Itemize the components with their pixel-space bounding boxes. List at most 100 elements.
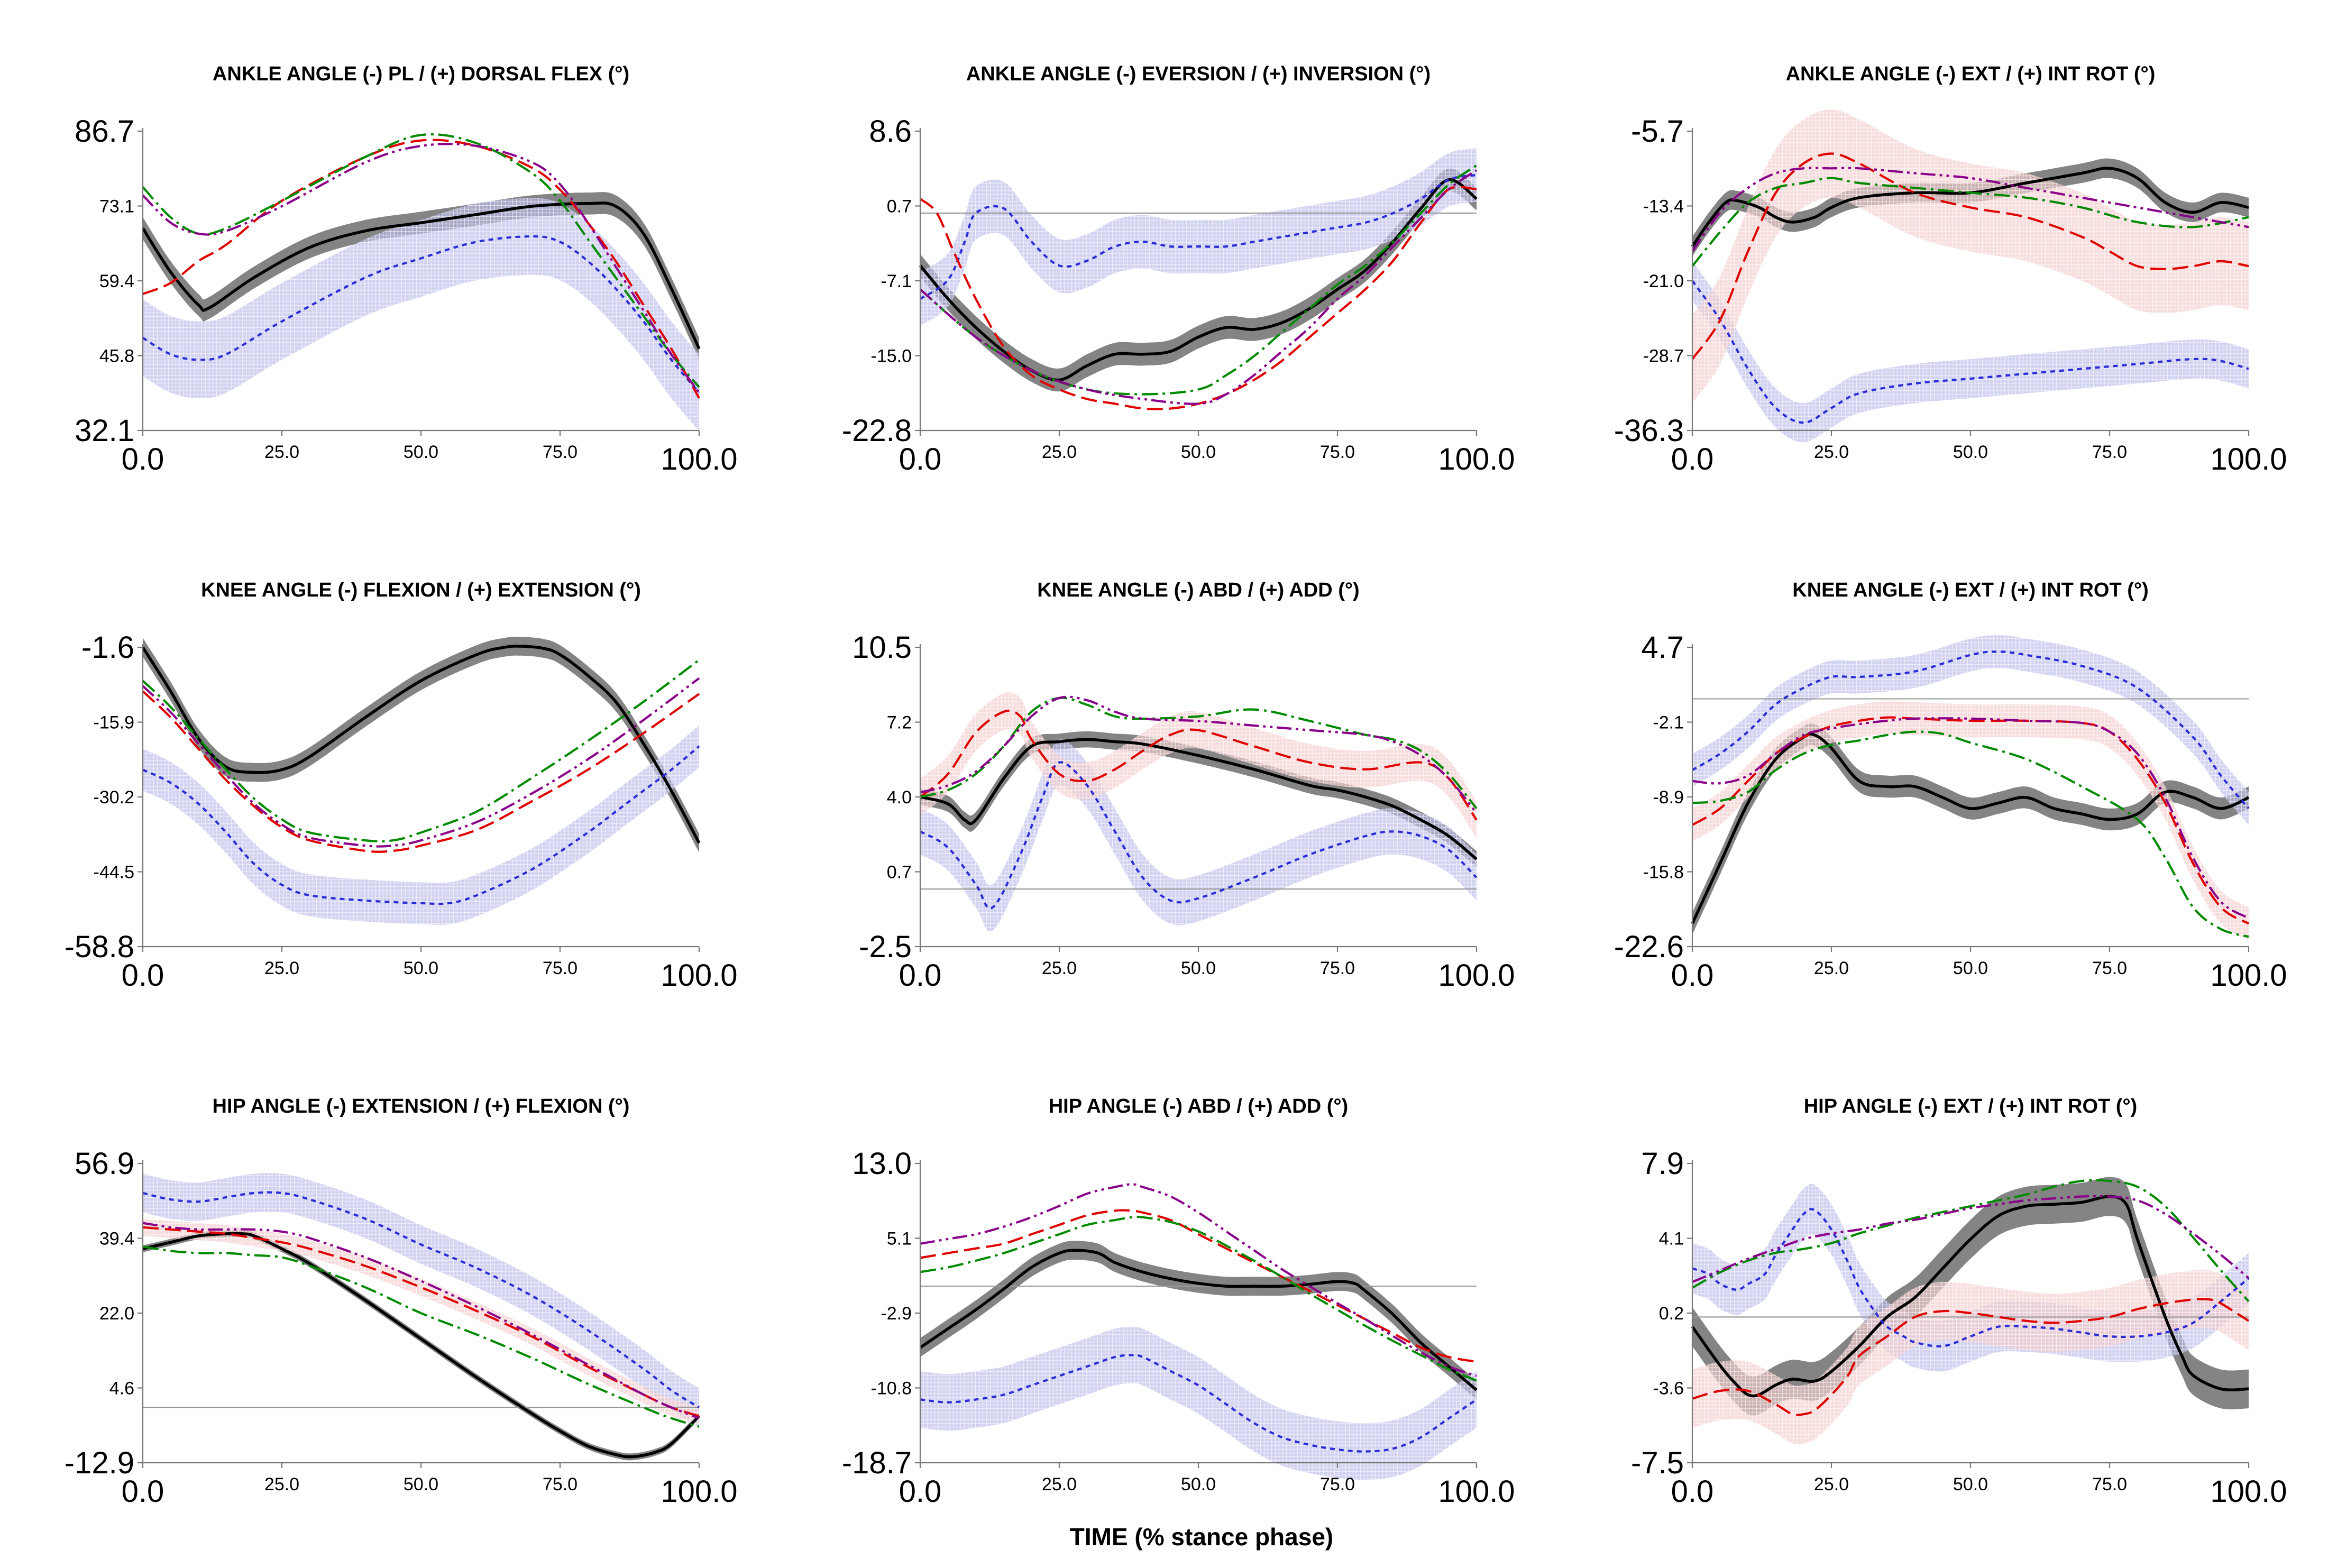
plot-area [919, 148, 1478, 410]
series-line-blue [1692, 1208, 2250, 1347]
plot-area [1691, 109, 2249, 443]
error-band-black [920, 168, 1477, 392]
chart-panel: ANKLE ANGLE (-) EVERSION / (+) INVERSION… [842, 63, 1515, 476]
x-tick-label: 25.0 [264, 1474, 299, 1494]
x-tick-label: 50.0 [1181, 442, 1216, 462]
y-tick-label: -2.9 [881, 1304, 912, 1324]
y-tick-label: 0.7 [887, 863, 912, 883]
series-line-black [919, 1249, 1478, 1391]
chart-panel: ANKLE ANGLE (-) PL / (+) DORSAL FLEX (°)… [75, 63, 737, 476]
series-line-green [142, 1245, 700, 1428]
x-tick-label: 100.0 [661, 1474, 737, 1509]
chart-title: KNEE ANGLE (-) FLEXION / (+) EXTENSION (… [201, 579, 641, 601]
y-tick-label: 73.1 [99, 197, 134, 217]
error-band-hatch-blue [143, 1173, 699, 1427]
plot-area [919, 692, 1478, 932]
x-tick-label: 0.0 [122, 442, 164, 476]
x-tick-label: 0.0 [1671, 1474, 1714, 1509]
x-tick-label: 0.0 [1671, 958, 1714, 993]
x-tick-label: 100.0 [1438, 442, 1515, 476]
y-tick-label: -5.7 [1631, 114, 1684, 149]
y-tick-label: 22.0 [99, 1304, 134, 1324]
x-tick-label: 50.0 [404, 442, 438, 462]
y-tick-label: 86.7 [75, 114, 134, 149]
y-tick-label: -15.9 [94, 713, 135, 733]
x-tick-label: 25.0 [264, 958, 299, 978]
y-tick-label: 32.1 [75, 414, 134, 448]
x-tick-label: 25.0 [1814, 442, 1849, 462]
chart-panel: KNEE ANGLE (-) EXT / (+) INT ROT (°) 4.7 -… [1614, 579, 2287, 993]
x-tick-label: 75.0 [1320, 1474, 1355, 1494]
series-line-blue [919, 761, 1478, 910]
error-band-hatch-blue [920, 1326, 1477, 1480]
x-tick-label: 25.0 [264, 442, 299, 462]
error-band-hatch-red [1692, 1270, 2249, 1444]
x-tick-label: 100.0 [1438, 1474, 1515, 1509]
x-tick-label: 50.0 [1953, 958, 1988, 978]
x-tick-label: 0.0 [899, 442, 942, 476]
x-tick-label: 75.0 [543, 442, 578, 462]
chart-title: HIP ANGLE (-) EXTENSION / (+) FLEXION (°… [213, 1095, 630, 1117]
y-tick-label: -21.0 [1643, 271, 1684, 291]
series-line-red [1692, 1298, 2250, 1416]
y-tick-label: -58.8 [65, 930, 134, 964]
x-tick-label: 50.0 [404, 958, 438, 978]
series-line-black [1691, 1195, 2249, 1398]
x-tick-label: 25.0 [1042, 1474, 1077, 1494]
chart-title: KNEE ANGLE (-) EXT / (+) INT ROT (°) [1792, 579, 2148, 601]
x-tick-label: 25.0 [1042, 958, 1077, 978]
series-line-purple [920, 695, 1478, 814]
y-tick-label: -2.1 [1653, 713, 1684, 733]
y-tick-label: -13.4 [1643, 197, 1684, 217]
series-line-blue [920, 1354, 1478, 1453]
y-tick-label: -3.6 [1653, 1379, 1684, 1399]
x-axis-title: TIME (% stance phase) [1070, 1523, 1333, 1551]
series-line-red [1691, 716, 2250, 925]
y-tick-label: 7.9 [1641, 1147, 1684, 1181]
x-tick-label: 0.0 [122, 1474, 164, 1509]
series-line-black [1691, 732, 2250, 924]
plot-area [141, 133, 701, 431]
error-band-hatch-blue [920, 148, 1477, 326]
series-line-purple [142, 143, 700, 393]
chart-title: KNEE ANGLE (-) ABD / (+) ADD (°) [1037, 579, 1359, 601]
chart-panel: KNEE ANGLE (-) ABD / (+) ADD (°) 10.5 7.2 4… [852, 579, 1515, 993]
y-tick-label: 59.4 [99, 271, 134, 291]
y-tick-label: -8.9 [1653, 787, 1684, 808]
series-line-blue [142, 745, 700, 905]
y-tick-label: 39.4 [99, 1229, 134, 1249]
series-line-red [142, 1226, 700, 1417]
series-line-green [919, 164, 1478, 396]
series-line-blue [142, 235, 700, 393]
y-tick-label: -15.8 [1643, 863, 1684, 883]
x-tick-label: 0.0 [122, 958, 164, 993]
series-line-purple [1692, 717, 2250, 919]
x-tick-label: 100.0 [1438, 958, 1515, 993]
y-tick-label: 45.8 [99, 346, 134, 366]
series-line-blue [1691, 280, 2249, 424]
y-tick-label: -7.1 [881, 271, 912, 291]
chart-panel: HIP ANGLE (-) EXTENSION / (+) FLEXION (°… [65, 1095, 738, 1509]
series-line-purple [142, 1222, 700, 1419]
series-line-black [142, 1232, 700, 1459]
y-tick-label: 8.6 [869, 114, 912, 149]
y-tick-label: -18.7 [842, 1446, 912, 1480]
y-tick-label: 0.2 [1659, 1304, 1684, 1324]
chart-panel: HIP ANGLE (-) ABD / (+) ADD (°) 13.0 5.1 -2… [842, 1095, 1515, 1509]
chart-title: ANKLE ANGLE (-) PL / (+) DORSAL FLEX (°) [213, 63, 629, 85]
x-tick-label: 100.0 [2210, 442, 2287, 476]
x-tick-label: 0.0 [899, 1474, 942, 1509]
x-tick-label: 100.0 [2210, 958, 2287, 993]
y-tick-label: 5.1 [887, 1229, 912, 1249]
y-tick-label: -2.5 [859, 930, 912, 964]
series-line-green [920, 696, 1478, 810]
chart-panels: ANKLE ANGLE (-) PL / (+) DORSAL FLEX (°)… [65, 63, 2287, 1509]
chart-title: HIP ANGLE (-) EXT / (+) INT ROT (°) [1804, 1095, 2138, 1117]
series-line-blue [919, 173, 1477, 300]
y-tick-label: -44.5 [94, 863, 135, 883]
series-line-blue [142, 1191, 700, 1409]
x-tick-label: 100.0 [661, 442, 737, 476]
x-tick-label: 50.0 [404, 1474, 438, 1494]
series-line-green [1691, 177, 2249, 267]
